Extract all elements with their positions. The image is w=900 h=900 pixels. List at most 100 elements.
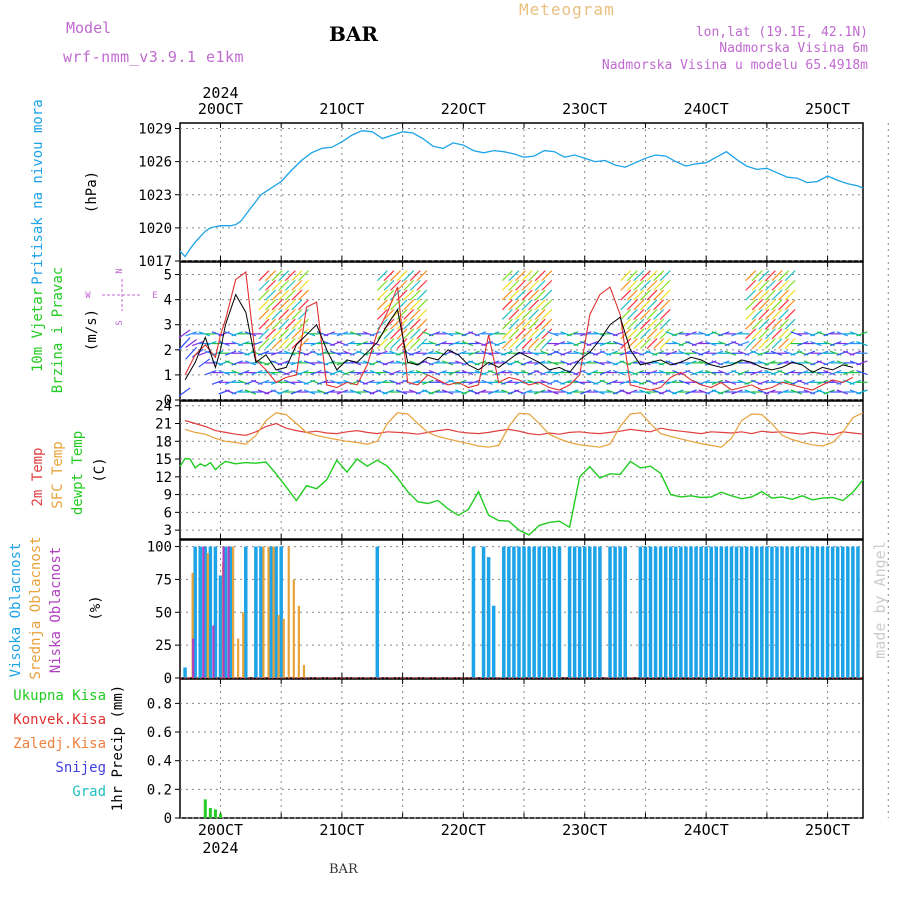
bottom-date-label: 25OCT — [805, 821, 850, 839]
cloud-bar-high — [375, 546, 380, 678]
cloud-bar-high — [502, 546, 506, 678]
cloud-bar-high — [765, 546, 769, 678]
cloud-bar-high — [668, 546, 673, 678]
wind-arrow — [856, 340, 868, 347]
wind-arrow — [527, 379, 539, 385]
wind-arrow — [658, 370, 671, 376]
temperature-ytick-label: 3 — [164, 523, 172, 539]
cloud-bar-high — [835, 546, 840, 678]
wind-arrow — [298, 299, 309, 311]
wind-arrow — [416, 338, 428, 349]
wind-arrow — [770, 350, 783, 356]
wind-arrow — [718, 360, 730, 366]
wind-arrow — [541, 328, 553, 340]
wind-arrow — [640, 328, 651, 340]
wind-arrow — [771, 309, 783, 320]
wind-arrow — [298, 270, 309, 282]
wind-arrow — [284, 350, 296, 356]
location-text: lon,lat (19.1E, 42.1N) — [695, 25, 868, 40]
wind-arrow — [271, 309, 283, 320]
cloud-bar-low — [212, 625, 215, 678]
wind-arrow — [310, 370, 322, 376]
wind-arrow — [205, 378, 216, 386]
wind-arrow — [323, 389, 335, 395]
wind-arrow — [303, 331, 316, 337]
wind-arrow — [455, 379, 467, 385]
wind-arrow — [521, 289, 533, 301]
cloud-bar-high — [588, 546, 592, 678]
wind-ytick-label: 3 — [164, 318, 172, 334]
wind-arrow — [336, 389, 349, 395]
temperature-ytick-label: 24 — [155, 399, 172, 415]
wind-arrow — [640, 338, 651, 349]
wind-arrow — [633, 318, 645, 330]
wind-arrow — [396, 270, 408, 282]
wind-arrow — [356, 340, 368, 347]
cloud-bar-high — [577, 546, 582, 678]
wind-arrow — [528, 338, 540, 349]
wind-arrow — [330, 379, 342, 385]
wind-arrow — [416, 279, 428, 291]
wind-arrow — [751, 338, 763, 349]
elevation-text: Nadmorska Visina 6m — [719, 41, 868, 56]
wind-arrow — [599, 370, 612, 376]
wind-arrow — [626, 389, 638, 395]
wind-arrow — [646, 279, 658, 291]
cloud-bar-high — [183, 667, 187, 678]
cloud-bar-high — [805, 546, 810, 678]
wind-arrow — [521, 328, 533, 340]
wind-arrow — [501, 299, 513, 311]
wind-arrow — [199, 367, 210, 379]
wind-arrow — [501, 350, 513, 356]
wind-arrow — [541, 338, 553, 349]
wind-arrow — [633, 299, 645, 311]
wind-arrow — [501, 338, 513, 349]
cloud-bar-high — [486, 557, 491, 678]
wind-arrow — [771, 279, 783, 291]
wind-arrow — [751, 370, 763, 376]
wind-gust-line — [184, 270, 854, 391]
wind-arrow — [606, 379, 618, 385]
wind-arrow — [659, 299, 671, 311]
wind-arrow — [487, 331, 500, 337]
wind-arrow — [441, 389, 454, 395]
wind-arrow — [258, 318, 270, 330]
wind-arrow — [298, 309, 309, 320]
wind-arrow — [363, 379, 375, 385]
wind-arrow — [633, 279, 645, 291]
wind-arrow — [737, 340, 750, 347]
wind-arrow — [284, 279, 296, 291]
wind-arrow — [777, 360, 789, 366]
wind-arrow — [645, 370, 658, 376]
wind-arrow — [265, 279, 276, 291]
cloud-bar-high — [714, 546, 719, 678]
wind-arrow — [481, 350, 493, 356]
precip-bar — [218, 813, 222, 818]
wind-arrow — [653, 328, 665, 340]
wind-arrow — [547, 389, 559, 395]
top-date-label: 24OCT — [684, 100, 729, 118]
wind-arrow — [764, 279, 776, 291]
cloud-bar-high — [785, 546, 789, 678]
wind-arrow — [376, 279, 388, 291]
wind-arrow — [178, 387, 191, 397]
cloud-bar-high — [729, 546, 734, 678]
wind-arrow — [580, 389, 592, 395]
top-date-label: 23OCT — [562, 100, 607, 118]
cloud-bar-high — [254, 546, 258, 678]
wind-arrow — [284, 318, 296, 330]
wind-arrow — [244, 389, 257, 395]
wind-arrow — [751, 270, 763, 282]
wind-arrow — [284, 309, 296, 320]
wind-arrow — [778, 338, 789, 349]
wind-arrow — [751, 318, 763, 330]
wind-arrow — [784, 309, 796, 320]
wind-arrow — [745, 279, 757, 291]
wind-arrow — [199, 388, 210, 396]
cloud-bar-high — [218, 575, 223, 678]
wind-arrow — [390, 270, 401, 282]
cloud-bar-high — [208, 546, 213, 678]
bottom-date-label: 22OCT — [441, 821, 486, 839]
wind-arrow — [612, 370, 625, 376]
wind-arrow — [441, 360, 454, 366]
